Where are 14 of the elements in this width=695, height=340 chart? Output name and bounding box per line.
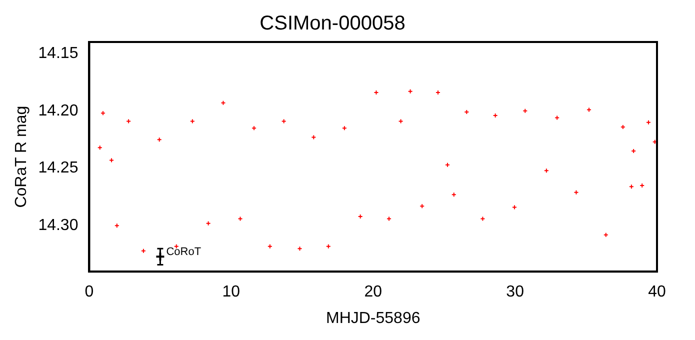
x-axis-title: MHJD-55896 — [326, 310, 420, 327]
y-tick-label: 14.25 — [38, 160, 78, 177]
x-tick-label: 30 — [506, 284, 524, 301]
chart-title: CSIMon-000058 — [260, 12, 406, 35]
y-tick-label: 14.30 — [38, 217, 78, 234]
x-tick-label: 0 — [84, 284, 94, 301]
y-tick-label: 14.20 — [38, 102, 78, 120]
x-tick-label: 40 — [648, 284, 666, 301]
y-tick-label: 14.15 — [38, 44, 78, 62]
x-tick-label: 20 — [364, 284, 382, 301]
point — [155, 252, 166, 262]
annotation: CoRoT — [166, 246, 202, 258]
y-axis-title: CoRaT R mag — [13, 106, 30, 208]
x-tick-label: 10 — [222, 284, 240, 301]
